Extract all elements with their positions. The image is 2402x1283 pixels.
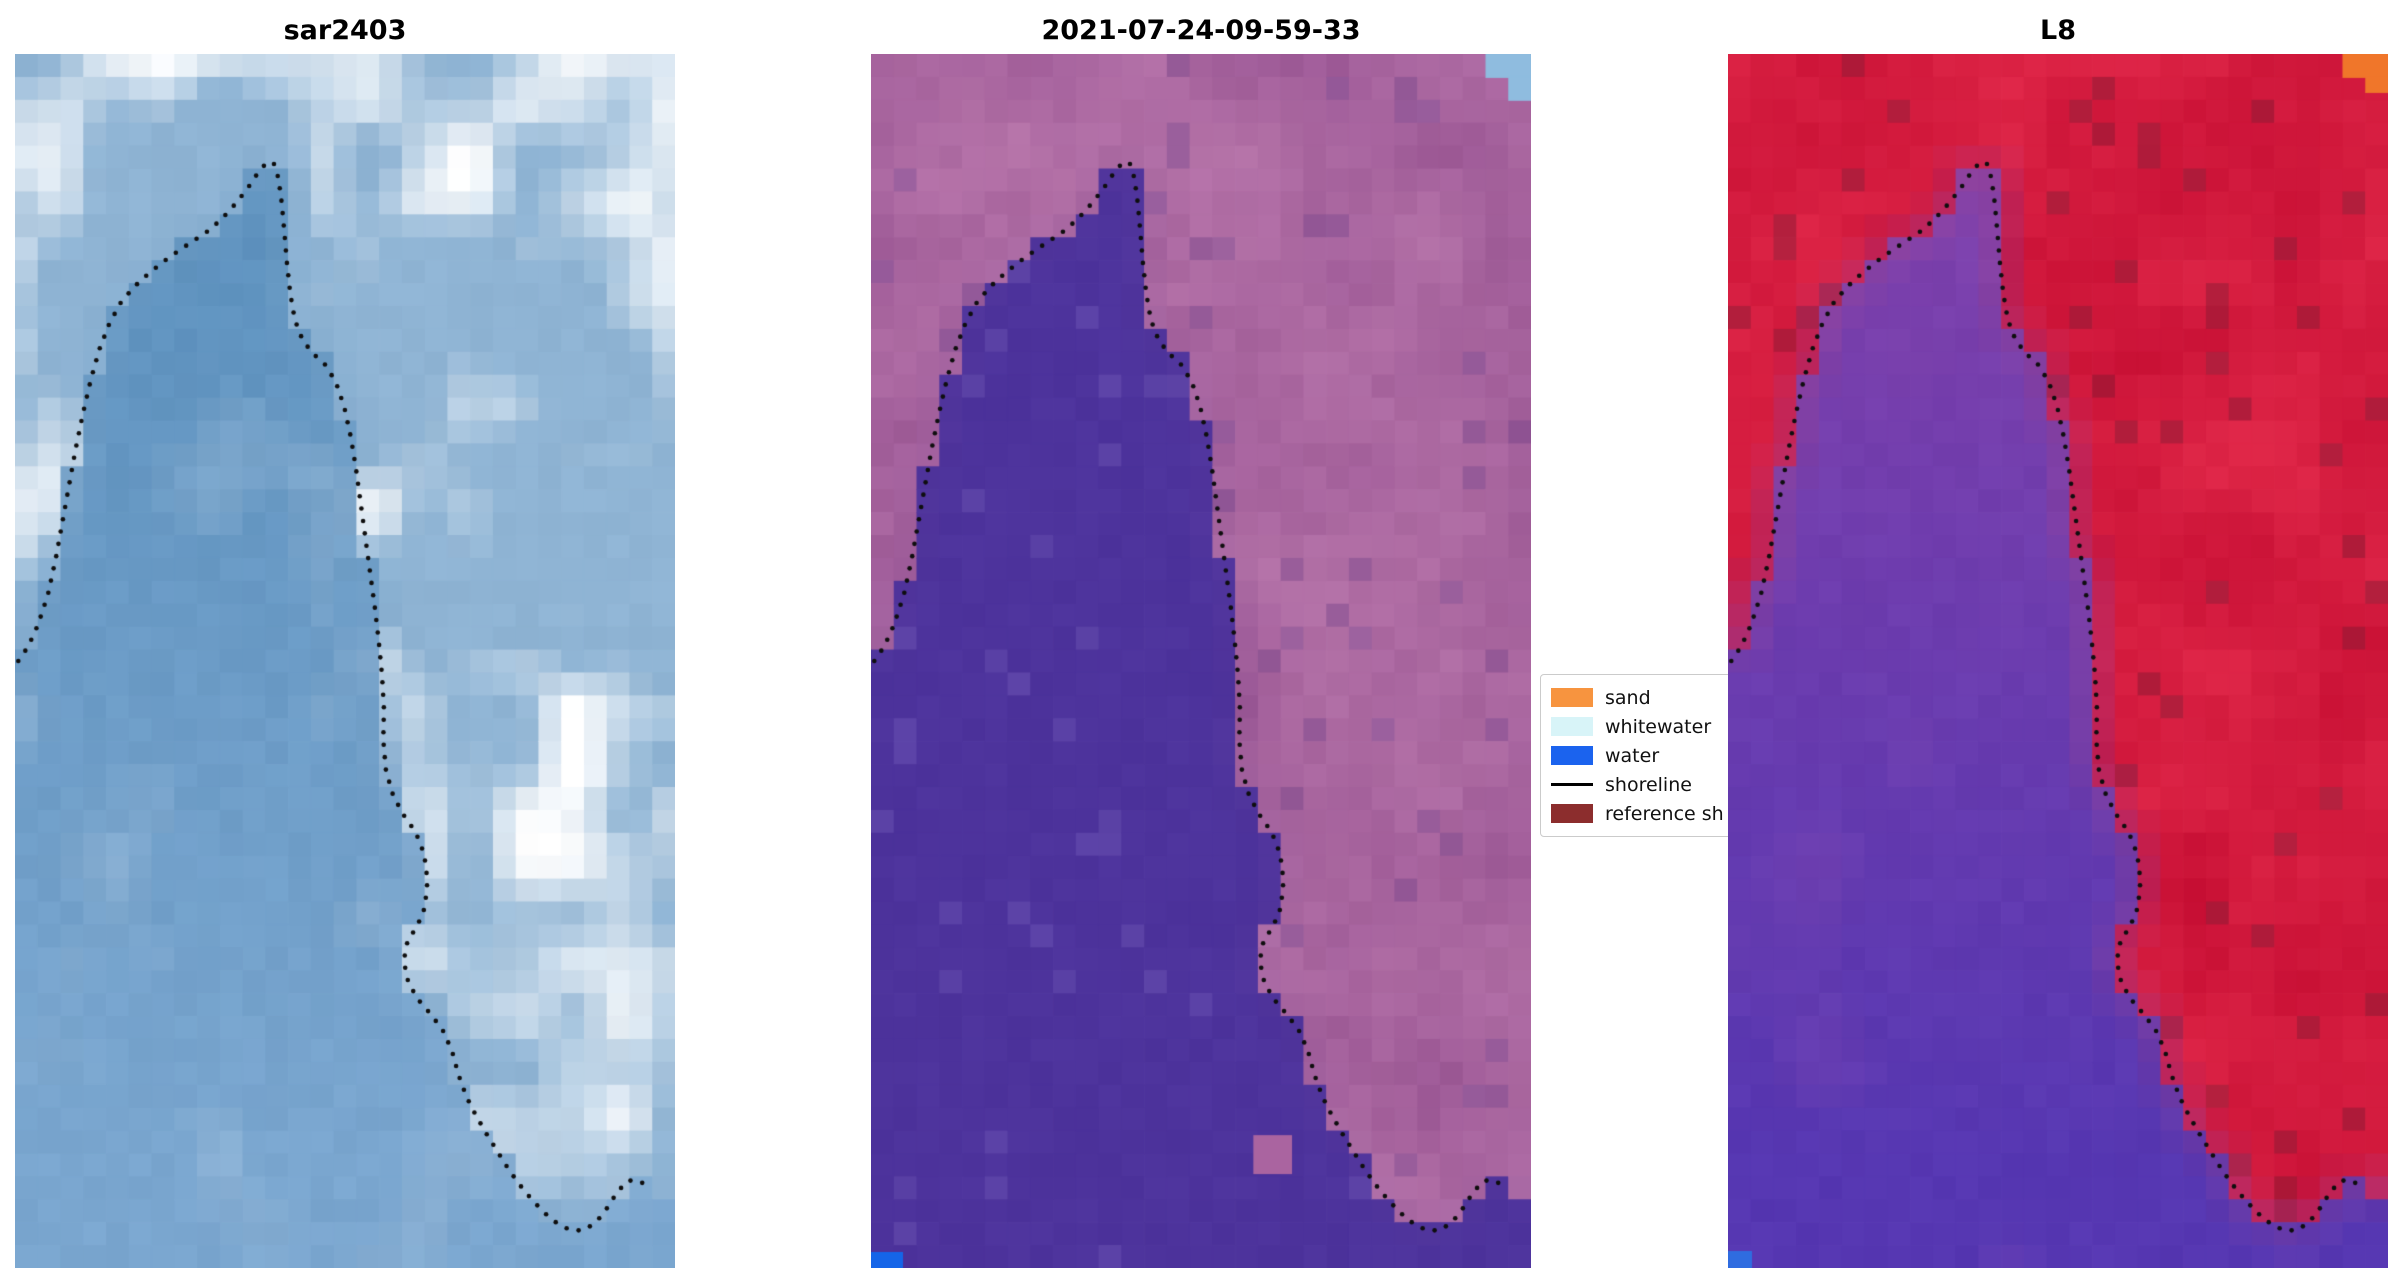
classified-image-canvas — [871, 54, 1531, 1268]
legend-label: reference sh — [1605, 802, 1724, 825]
legend-item-shoreline: shoreline — [1551, 770, 1741, 799]
legend-label: whitewater — [1605, 715, 1712, 738]
panel-title-l8: L8 — [2040, 15, 2076, 46]
legend-item-whitewater: whitewater — [1551, 712, 1741, 741]
water-swatch-icon — [1551, 746, 1593, 765]
panel-l8: L8 — [1728, 8, 2388, 1268]
sar-image-canvas — [15, 54, 675, 1268]
panel-title-sar: sar2403 — [283, 15, 407, 46]
panel-sar: sar2403 — [15, 8, 675, 1268]
reference-swatch-icon — [1551, 804, 1593, 823]
legend-item-water: water — [1551, 741, 1741, 770]
legend: sand whitewater water shoreline reference sh — [1540, 674, 1742, 837]
whitewater-swatch-icon — [1551, 717, 1593, 736]
shoreline-swatch-icon — [1551, 775, 1593, 794]
legend-label: shoreline — [1605, 773, 1692, 796]
legend-label: water — [1605, 744, 1660, 767]
legend-item-sand: sand — [1551, 683, 1741, 712]
sand-swatch-icon — [1551, 688, 1593, 707]
panel-title-classified: 2021-07-24-09-59-33 — [1041, 15, 1361, 46]
legend-label: sand — [1605, 686, 1651, 709]
legend-item-reference-sh: reference sh — [1551, 799, 1741, 828]
panel-classified: 2021-07-24-09-59-33 — [871, 8, 1531, 1268]
l8-image-canvas — [1728, 54, 2388, 1268]
